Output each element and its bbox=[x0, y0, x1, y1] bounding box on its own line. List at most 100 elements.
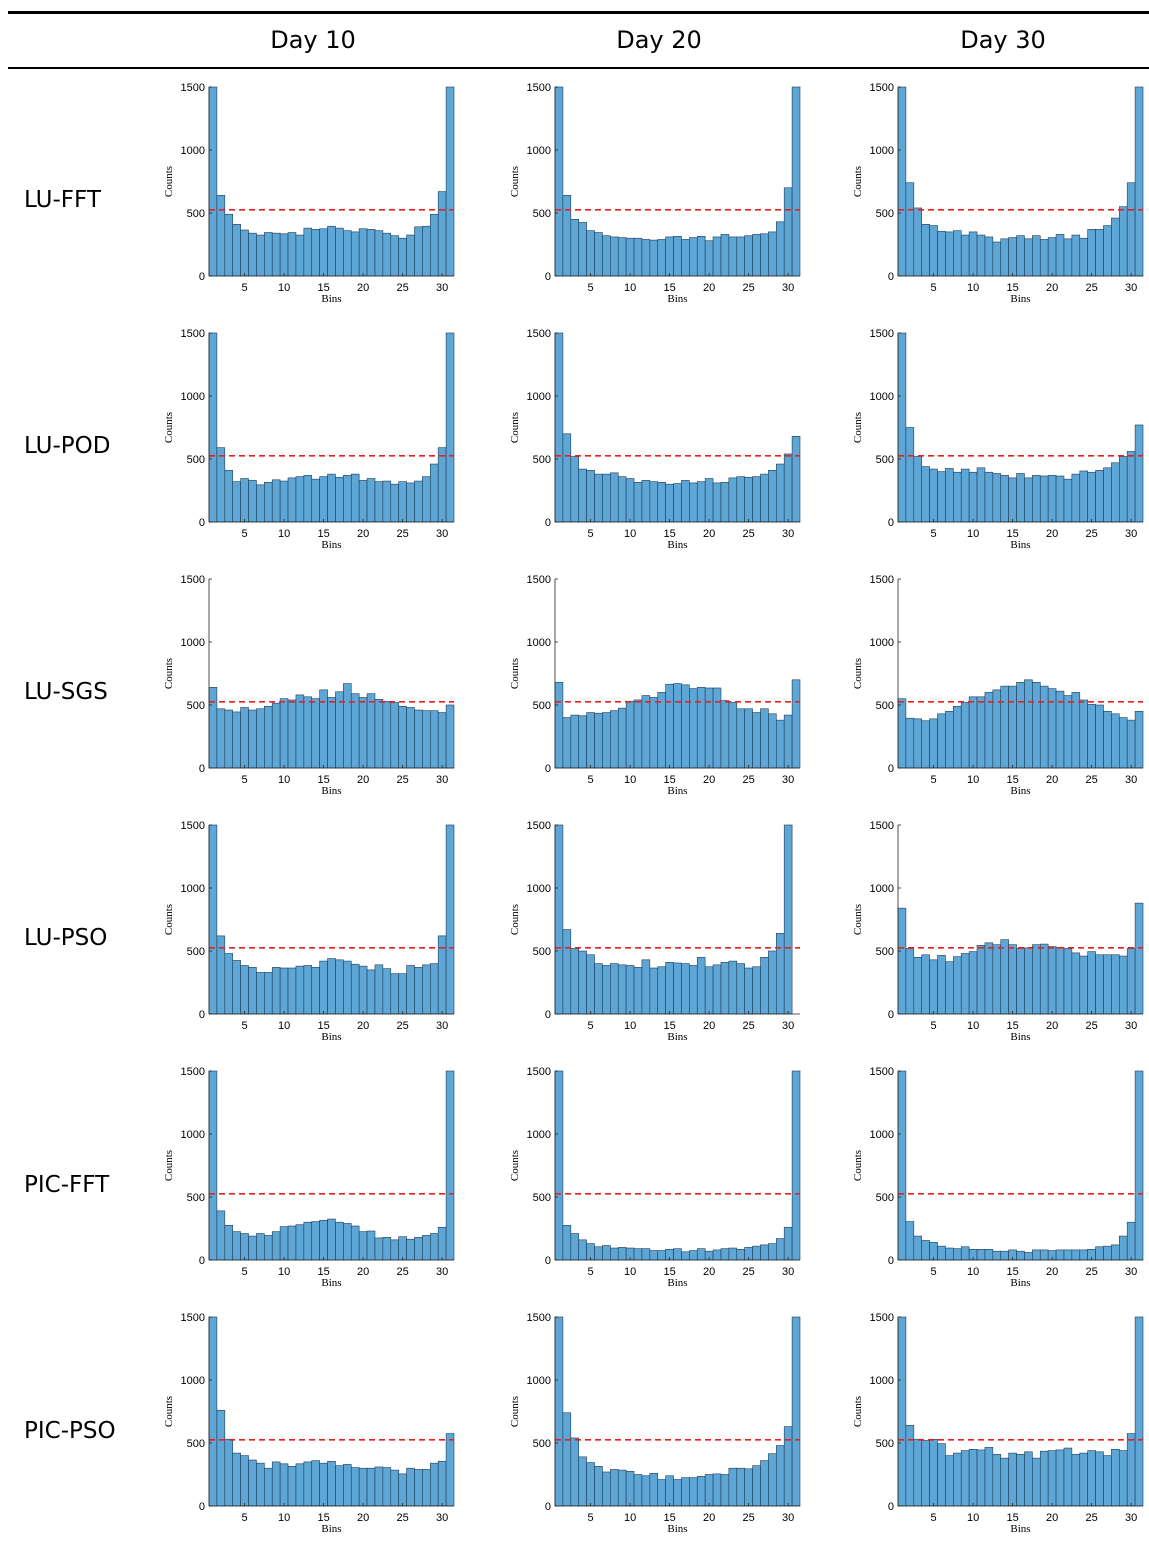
y-tick-label: 1000 bbox=[870, 637, 894, 649]
bar bbox=[768, 1453, 777, 1507]
bar bbox=[736, 708, 745, 769]
bar bbox=[1008, 1452, 1017, 1507]
bar bbox=[1047, 475, 1057, 523]
bar bbox=[1008, 477, 1017, 523]
y-tick-label: 0 bbox=[545, 517, 551, 529]
bar bbox=[1087, 951, 1096, 1015]
bar bbox=[248, 480, 257, 523]
x-tick-label: 10 bbox=[967, 1266, 979, 1278]
bar bbox=[343, 1223, 352, 1261]
bar bbox=[1024, 1252, 1033, 1261]
bar bbox=[366, 693, 376, 769]
bar bbox=[673, 236, 682, 277]
bar bbox=[422, 1235, 431, 1261]
y-tick-label: 500 bbox=[533, 454, 551, 466]
bar bbox=[681, 963, 690, 1015]
bar bbox=[1032, 475, 1041, 523]
bar bbox=[992, 944, 1002, 1015]
y-axis-label: Counts bbox=[509, 1150, 521, 1181]
bar bbox=[633, 237, 643, 277]
bar bbox=[783, 824, 793, 1015]
bar bbox=[554, 1070, 564, 1261]
bar bbox=[570, 948, 580, 1015]
bar bbox=[271, 232, 281, 277]
bar bbox=[665, 236, 674, 277]
bar bbox=[720, 1248, 730, 1261]
bar bbox=[240, 965, 249, 1015]
bar bbox=[335, 476, 344, 523]
x-tick-label: 15 bbox=[663, 282, 675, 294]
bar bbox=[929, 959, 938, 1015]
bar bbox=[1087, 229, 1096, 277]
bar bbox=[1118, 1235, 1128, 1261]
row-label-lu-sgs: LU-SGS bbox=[24, 679, 108, 705]
x-axis-label: Bins bbox=[667, 1031, 687, 1043]
bar bbox=[554, 86, 564, 277]
bar bbox=[311, 1460, 320, 1507]
bar bbox=[271, 1231, 281, 1261]
bar bbox=[905, 1221, 915, 1261]
y-tick-label: 1000 bbox=[527, 145, 551, 157]
bar bbox=[335, 1465, 344, 1507]
bar bbox=[554, 1316, 564, 1507]
bar bbox=[287, 967, 297, 1015]
histogram-lu-fft-day-10: 0 500 1000 1500 5 10 15 20 25 30 Bins Counts bbox=[163, 82, 455, 305]
bar bbox=[960, 1450, 970, 1507]
bar bbox=[617, 237, 627, 277]
bar bbox=[1087, 704, 1096, 769]
y-tick-label: 500 bbox=[187, 454, 205, 466]
y-tick-label: 1500 bbox=[181, 820, 205, 832]
bar bbox=[554, 332, 564, 523]
bar bbox=[327, 1460, 336, 1507]
bar bbox=[1134, 424, 1144, 523]
bar bbox=[897, 1070, 907, 1261]
bar bbox=[382, 1237, 392, 1261]
bar bbox=[760, 1244, 769, 1261]
y-tick-label: 0 bbox=[888, 1501, 894, 1513]
bar bbox=[775, 1238, 785, 1261]
bar bbox=[905, 427, 915, 523]
bar bbox=[897, 332, 907, 523]
bar bbox=[720, 962, 730, 1015]
x-axis-label: Bins bbox=[1010, 1523, 1030, 1535]
x-tick-label: 30 bbox=[436, 1020, 448, 1032]
y-tick-label: 0 bbox=[199, 1501, 205, 1513]
bar bbox=[374, 1237, 384, 1261]
bar bbox=[358, 480, 368, 523]
bar bbox=[1016, 682, 1025, 769]
x-tick-label: 30 bbox=[782, 528, 794, 540]
bar bbox=[437, 447, 447, 523]
bar bbox=[689, 1250, 698, 1261]
bar bbox=[992, 1250, 1002, 1261]
bar bbox=[649, 481, 659, 523]
bar bbox=[913, 207, 923, 277]
header-rule bbox=[8, 67, 1149, 69]
x-axis-label: Bins bbox=[1010, 785, 1030, 797]
x-axis-label: Bins bbox=[667, 293, 687, 305]
bar bbox=[673, 483, 682, 523]
bar bbox=[208, 332, 218, 523]
bar bbox=[1024, 1451, 1033, 1507]
bar bbox=[358, 697, 368, 769]
bar bbox=[295, 694, 305, 769]
bar bbox=[1071, 692, 1081, 769]
bar bbox=[264, 705, 273, 769]
bar bbox=[422, 710, 431, 769]
bar bbox=[295, 1224, 305, 1261]
bar bbox=[696, 957, 706, 1015]
bar bbox=[1055, 475, 1065, 523]
bar bbox=[445, 1433, 455, 1507]
bar bbox=[960, 468, 970, 523]
x-tick-label: 15 bbox=[317, 774, 329, 786]
bar bbox=[633, 482, 643, 523]
bar bbox=[1134, 1316, 1144, 1507]
bar bbox=[437, 1226, 447, 1261]
x-tick-label: 10 bbox=[624, 1266, 636, 1278]
bar bbox=[1118, 717, 1128, 769]
bar bbox=[649, 697, 659, 769]
x-tick-label: 20 bbox=[1046, 1266, 1058, 1278]
bar bbox=[610, 472, 619, 523]
x-tick-label: 20 bbox=[703, 1020, 715, 1032]
bar bbox=[1103, 711, 1112, 769]
bar bbox=[224, 213, 234, 277]
